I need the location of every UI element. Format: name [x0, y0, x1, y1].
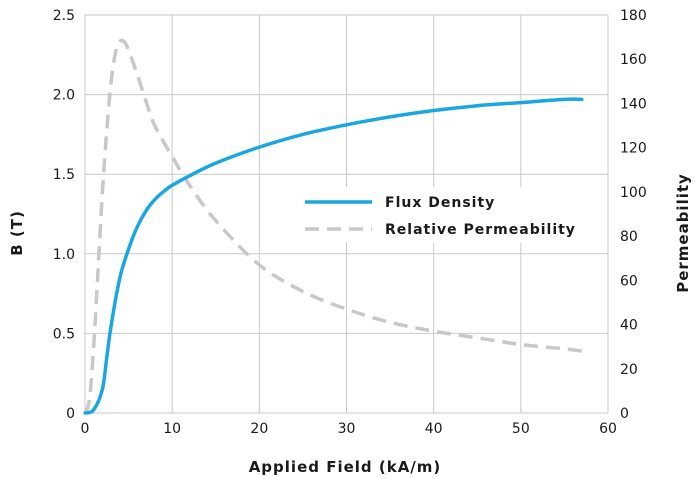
- y-right-tick-label: 100: [620, 185, 647, 201]
- y-right-tick-label: 140: [620, 96, 647, 112]
- y-right-tick-label: 120: [620, 141, 647, 157]
- x-tick-label: 40: [425, 421, 443, 437]
- tick-labels: 0 10 20 30 40 50 6000.51.01.52.02.502040608010…: [53, 8, 647, 437]
- legend: Flux Density Relative Permeability: [296, 187, 598, 243]
- y-left-tick-label: 1.5: [53, 167, 75, 183]
- y-axis-right-title: Permeability: [674, 173, 692, 293]
- y-left-tick-label: 2.0: [53, 88, 75, 104]
- y-right-tick-label: 60: [620, 273, 638, 289]
- y-right-tick-label: 40: [620, 318, 638, 334]
- x-tick-label: 60: [599, 421, 617, 437]
- x-tick-label: 0: [81, 421, 90, 437]
- x-tick-label: 50: [512, 421, 530, 437]
- y-right-tick-label: 80: [620, 229, 638, 245]
- legend-label-relative-permeability: Relative Permeability: [385, 222, 576, 238]
- x-tick-label: 30: [338, 421, 356, 437]
- x-axis-title: Applied Field (kA/m): [249, 458, 442, 476]
- y-right-tick-label: 0: [620, 406, 629, 422]
- y-axis-left-title: B (T): [8, 210, 26, 256]
- legend-label-flux-density: Flux Density: [385, 195, 495, 211]
- y-left-tick-label: 2.5: [53, 8, 75, 24]
- x-tick-label: 20: [250, 421, 268, 437]
- y-right-tick-label: 20: [620, 362, 638, 378]
- series-layer: [83, 38, 584, 415]
- y-left-tick-label: 0.5: [53, 326, 75, 342]
- series-line-relative-permeability: [83, 38, 583, 414]
- y-left-tick-label: 1.0: [53, 247, 75, 263]
- y-right-tick-label: 160: [620, 52, 647, 68]
- y-left-tick-label: 0: [66, 406, 75, 422]
- x-tick-label: 10: [163, 421, 181, 437]
- legend-background: [296, 187, 598, 243]
- y-right-tick-label: 180: [620, 8, 647, 24]
- series-line-flux-density: [83, 97, 584, 415]
